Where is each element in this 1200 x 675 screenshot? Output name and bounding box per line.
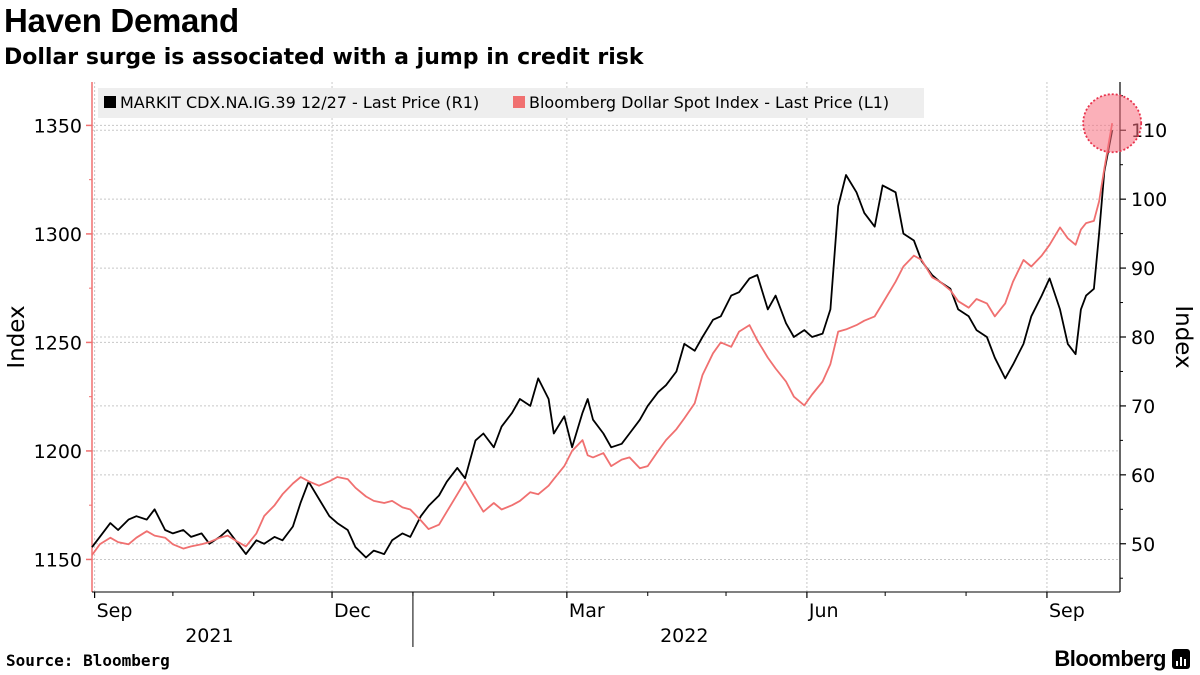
right-axis-tick-label: 60 xyxy=(1131,465,1155,487)
bloomberg-terminal-icon xyxy=(1172,649,1190,669)
chart-title: Haven Demand xyxy=(4,2,239,39)
legend: MARKIT CDX.NA.IG.39 12/27 - Last Price (… xyxy=(98,88,924,118)
right-axis-tick-label: 50 xyxy=(1131,534,1155,556)
left-axis-tick-label: 1300 xyxy=(34,224,82,246)
right-axis-tick-label: 100 xyxy=(1131,189,1167,211)
legend-swatch-dollar xyxy=(513,96,525,108)
brand-logo: Bloomberg xyxy=(1054,646,1166,671)
x-axis-tick-label: Sep xyxy=(97,600,133,622)
left-axis-title: Index xyxy=(4,305,30,368)
legend-label-dollar: Bloomberg Dollar Spot Index - Last Price… xyxy=(529,93,889,112)
x-axis-tick-label: Dec xyxy=(334,600,371,622)
highlight-circle xyxy=(1082,93,1143,154)
x-axis-year-label: 2022 xyxy=(660,625,708,647)
left-axis-tick-label: 1350 xyxy=(34,115,82,137)
right-axis-tick-label: 70 xyxy=(1131,396,1155,418)
series-line-dollar-index xyxy=(91,123,1114,556)
x-axis-year-label: 2021 xyxy=(185,625,233,647)
legend-background xyxy=(98,88,924,118)
x-axis-tick-label: Mar xyxy=(569,600,605,622)
source-note: Source: Bloomberg xyxy=(6,651,170,670)
x-axis-tick-label: Jun xyxy=(808,600,839,622)
legend-label-cdx: MARKIT CDX.NA.IG.39 12/27 - Last Price (… xyxy=(120,93,479,112)
left-axis-tick-label: 1200 xyxy=(34,441,82,463)
left-axis-tick-label: 1150 xyxy=(34,549,82,571)
right-axis-tick-label: 80 xyxy=(1131,327,1155,349)
x-axis-tick-label: Sep xyxy=(1049,600,1085,622)
series-line-cdx-ig xyxy=(91,130,1114,559)
right-axis-tick-label: 90 xyxy=(1131,258,1155,280)
right-axis-title: Index xyxy=(1170,305,1196,368)
legend-swatch-cdx xyxy=(104,96,116,108)
chart-subtitle: Dollar surge is associated with a jump i… xyxy=(4,45,644,70)
left-axis-tick-label: 1250 xyxy=(34,332,82,354)
